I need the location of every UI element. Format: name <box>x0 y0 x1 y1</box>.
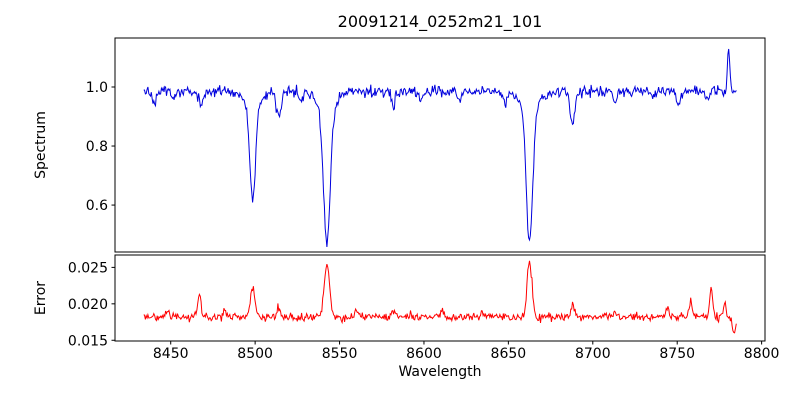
error-ytick-label: 0.015 <box>68 333 108 349</box>
xtick-label: 8500 <box>237 346 273 362</box>
xtick-label: 8450 <box>153 346 189 362</box>
xtick-label: 8800 <box>744 346 780 362</box>
xtick-label: 8600 <box>406 346 442 362</box>
error-ytick-label: 0.025 <box>68 260 108 276</box>
spectrum-y-axis-label: Spectrum <box>33 111 49 179</box>
xtick-label: 8700 <box>575 346 611 362</box>
chart-title: 20091214_0252m21_101 <box>338 12 543 32</box>
error-ytick-label: 0.020 <box>68 297 108 313</box>
error-line <box>143 260 737 334</box>
error-y-axis-label: Error <box>33 281 49 315</box>
spectrum-ytick-label: 1.0 <box>86 80 108 96</box>
spectrum-ytick-label: 0.6 <box>86 198 108 214</box>
xtick-label: 8650 <box>491 346 527 362</box>
spectrum-ytick-label: 0.8 <box>86 139 108 155</box>
xtick-label: 8750 <box>659 346 695 362</box>
spectrum-line <box>143 48 737 247</box>
x-axis-label: Wavelength <box>398 364 481 380</box>
xtick-label: 8550 <box>322 346 358 362</box>
spectrum-panel-border <box>114 37 766 253</box>
error-panel-border <box>114 254 766 342</box>
